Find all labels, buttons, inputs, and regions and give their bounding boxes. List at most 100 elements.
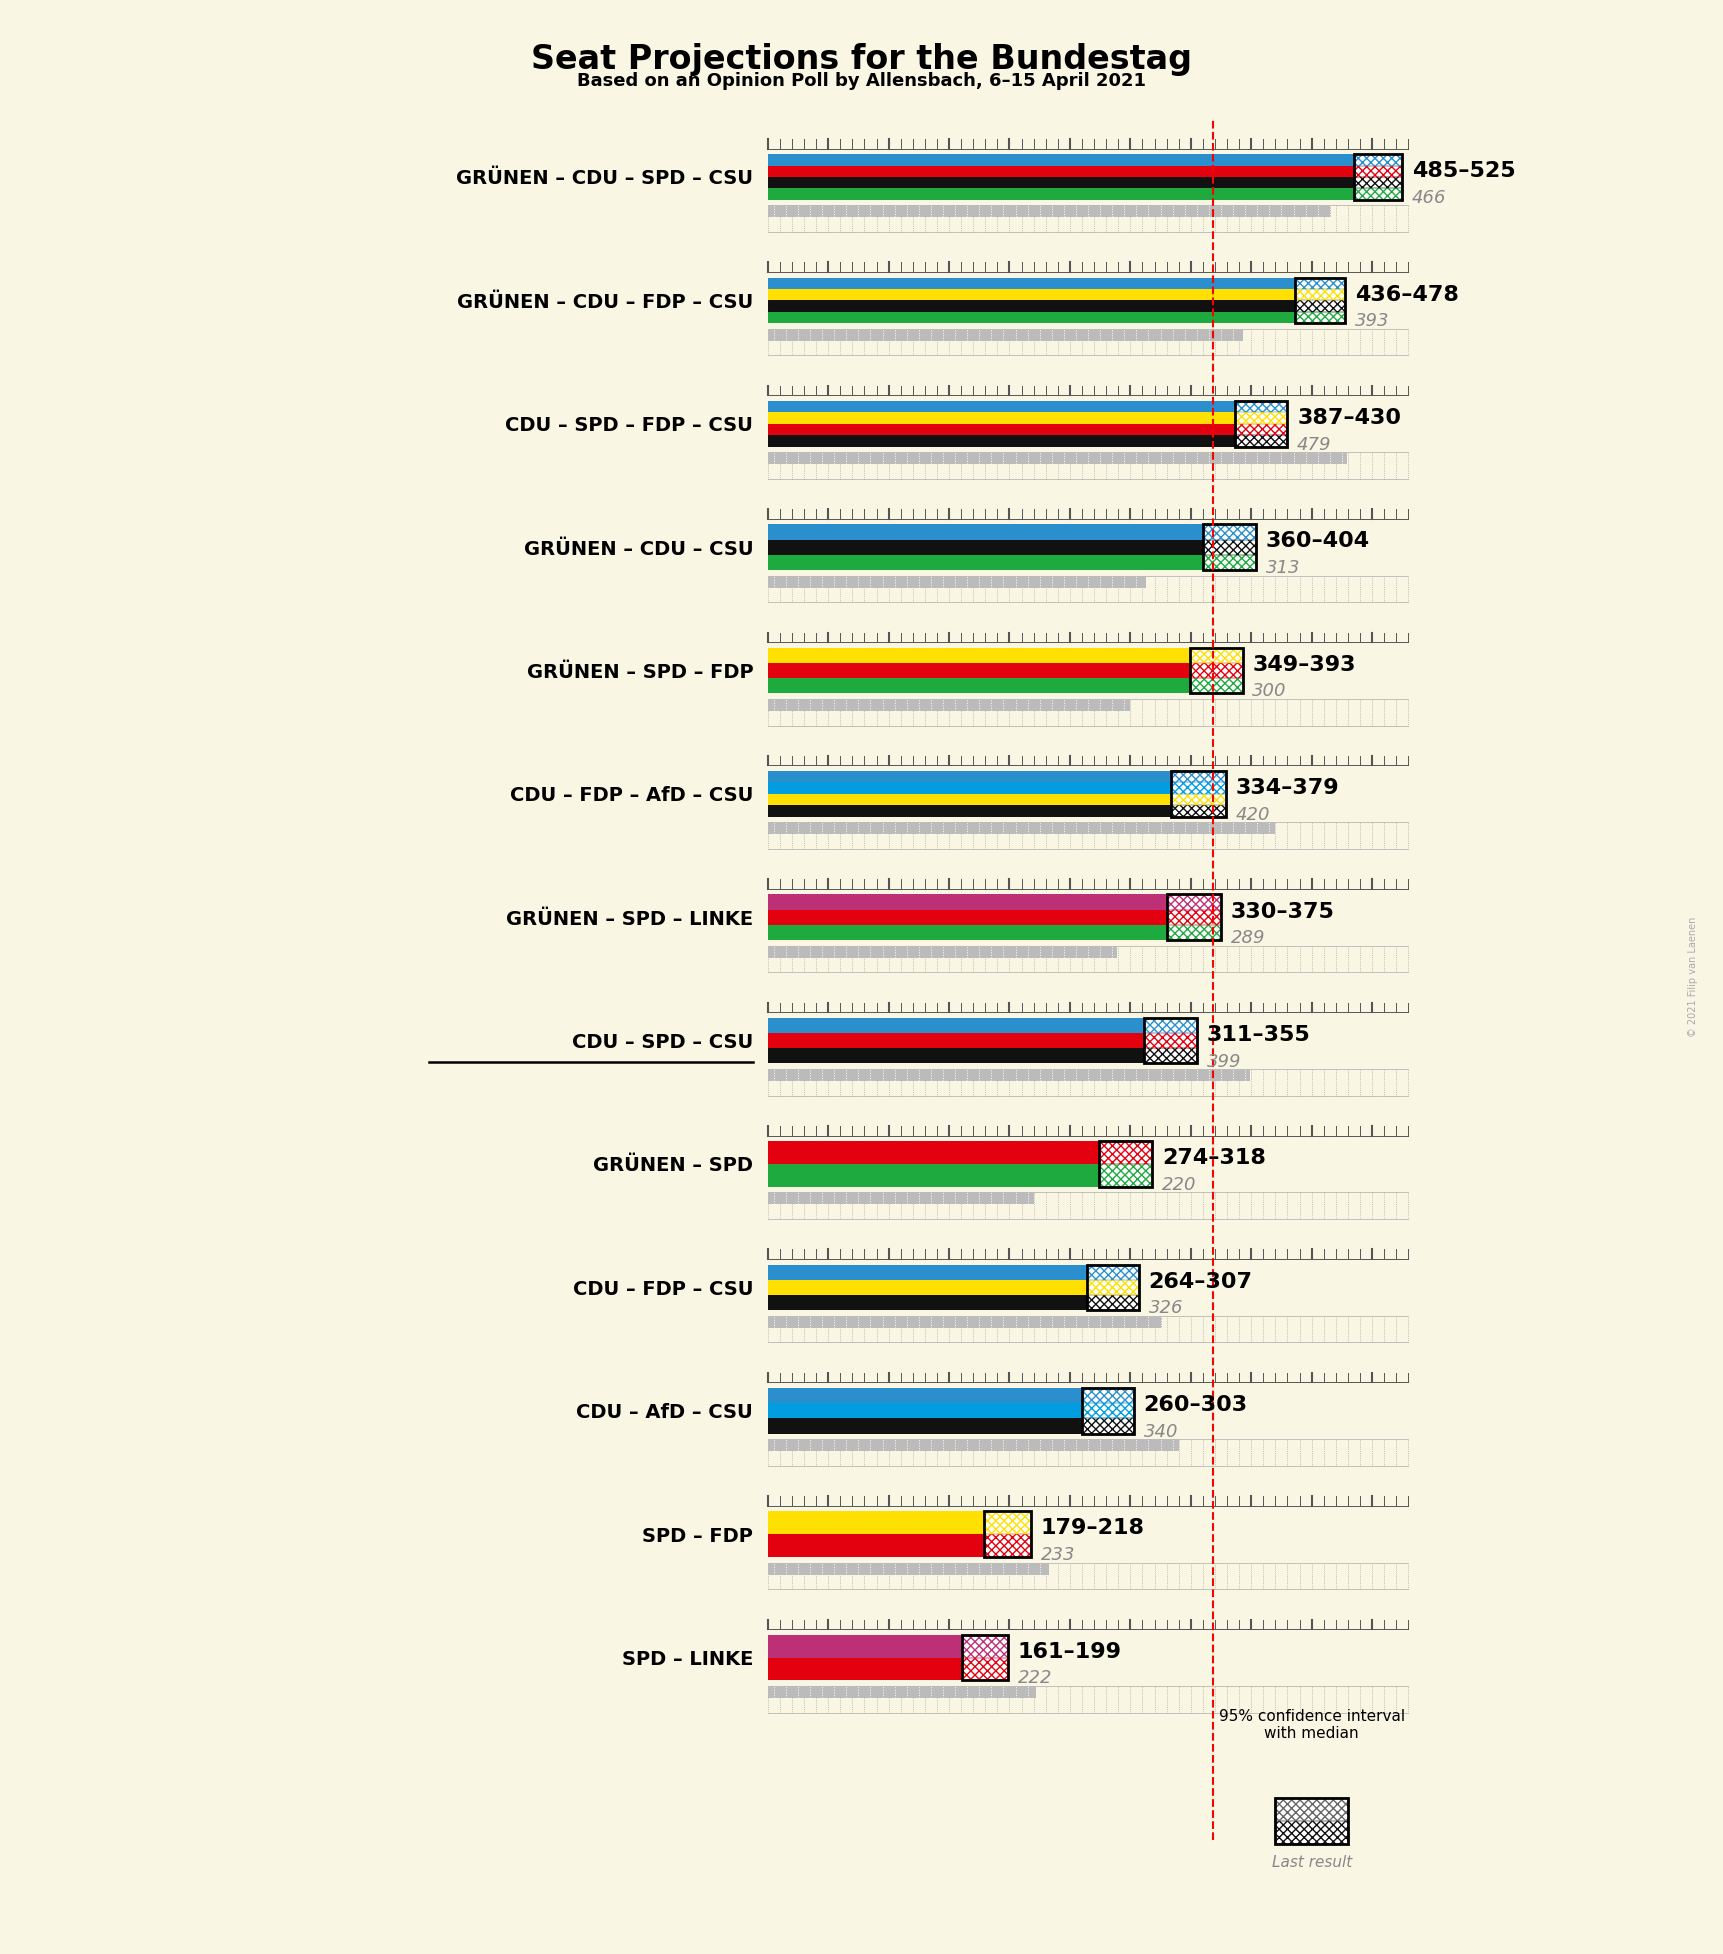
Bar xyxy=(1082,1387,1134,1403)
Bar xyxy=(1085,1296,1139,1311)
Bar xyxy=(1082,1419,1134,1434)
Text: 300: 300 xyxy=(1251,682,1285,700)
Text: 399: 399 xyxy=(1206,1053,1241,1071)
Bar xyxy=(767,436,1235,447)
Bar xyxy=(961,1635,1008,1657)
Bar xyxy=(767,205,1408,233)
Bar xyxy=(1235,401,1287,447)
Text: GRÜNEN – CDU – SPD – CSU: GRÜNEN – CDU – SPD – CSU xyxy=(457,170,753,188)
Bar xyxy=(1203,555,1256,571)
Bar xyxy=(767,1165,1098,1186)
Bar xyxy=(767,289,1294,301)
Bar xyxy=(767,451,1346,465)
Bar xyxy=(1353,188,1401,199)
Bar xyxy=(1142,1034,1196,1047)
Text: 479: 479 xyxy=(1296,436,1330,453)
Text: GRÜNEN – SPD – FDP: GRÜNEN – SPD – FDP xyxy=(526,662,753,682)
Bar xyxy=(767,823,1275,834)
Bar xyxy=(1353,154,1401,166)
Bar xyxy=(1085,1296,1139,1311)
Bar xyxy=(1353,154,1401,199)
Text: 264–307: 264–307 xyxy=(1148,1272,1251,1292)
Bar xyxy=(1142,1018,1196,1063)
Bar xyxy=(767,166,1353,178)
Bar xyxy=(767,539,1203,555)
Bar xyxy=(1235,412,1287,424)
Text: GRÜNEN – SPD – LINKE: GRÜNEN – SPD – LINKE xyxy=(507,911,753,928)
Bar xyxy=(1353,188,1401,199)
Text: Based on an Opinion Poll by Allensbach, 6–15 April 2021: Based on an Opinion Poll by Allensbach, … xyxy=(577,72,1146,90)
Bar xyxy=(767,1440,1408,1466)
Bar xyxy=(961,1635,1008,1680)
Text: 222: 222 xyxy=(1017,1669,1051,1688)
Bar xyxy=(767,401,1235,412)
Bar xyxy=(1203,555,1256,571)
Bar xyxy=(767,1047,1142,1063)
Bar xyxy=(984,1510,1030,1534)
Bar xyxy=(767,895,1166,911)
Bar xyxy=(1082,1419,1134,1434)
Bar xyxy=(1166,895,1220,940)
Bar xyxy=(1098,1165,1151,1186)
Bar xyxy=(767,313,1294,322)
Text: 387–430: 387–430 xyxy=(1296,408,1401,428)
Bar xyxy=(1353,178,1401,188)
Bar xyxy=(767,1563,1408,1589)
Bar xyxy=(767,1315,1161,1329)
Bar xyxy=(1235,424,1287,436)
Bar xyxy=(767,911,1166,924)
Bar xyxy=(1203,524,1256,539)
Bar xyxy=(767,782,1170,793)
Bar xyxy=(1294,289,1344,301)
Bar xyxy=(1275,1798,1347,1821)
Bar xyxy=(1166,911,1220,924)
Bar xyxy=(767,700,1408,725)
Bar xyxy=(1294,277,1344,322)
Bar xyxy=(767,946,1408,973)
Bar xyxy=(767,576,1146,588)
Bar xyxy=(1142,1018,1196,1034)
Text: 334–379: 334–379 xyxy=(1235,778,1339,797)
Text: 466: 466 xyxy=(1411,190,1446,207)
Bar xyxy=(767,1657,961,1680)
Bar xyxy=(1189,678,1242,694)
Bar xyxy=(767,1419,1082,1434)
Bar xyxy=(767,1034,1142,1047)
Text: 326: 326 xyxy=(1148,1299,1182,1317)
Bar xyxy=(1166,895,1220,911)
Bar xyxy=(1353,178,1401,188)
Bar xyxy=(767,1510,984,1534)
Bar xyxy=(1235,401,1287,412)
Bar xyxy=(1294,277,1344,289)
Bar xyxy=(767,1440,1179,1452)
Bar xyxy=(961,1657,1008,1680)
Bar xyxy=(1085,1264,1139,1311)
Text: Seat Projections for the Bundestag: Seat Projections for the Bundestag xyxy=(531,43,1192,76)
Bar xyxy=(1294,313,1344,322)
Bar xyxy=(1142,1047,1196,1063)
Text: CDU – SPD – CSU: CDU – SPD – CSU xyxy=(572,1034,753,1051)
Text: 436–478: 436–478 xyxy=(1354,285,1458,305)
Bar xyxy=(767,301,1294,313)
Bar xyxy=(1189,647,1242,694)
Bar xyxy=(1203,524,1256,539)
Bar xyxy=(1170,805,1225,817)
Bar xyxy=(767,1069,1249,1081)
Bar xyxy=(767,1192,1034,1204)
Bar xyxy=(1170,782,1225,793)
Bar xyxy=(1085,1264,1139,1280)
Bar xyxy=(767,1280,1085,1296)
Bar xyxy=(1170,793,1225,805)
Text: 289: 289 xyxy=(1230,930,1265,948)
Bar xyxy=(767,1686,1036,1698)
Bar xyxy=(1085,1280,1139,1296)
Bar xyxy=(767,1534,984,1557)
Text: GRÜNEN – SPD: GRÜNEN – SPD xyxy=(593,1157,753,1176)
Bar xyxy=(1353,166,1401,178)
Bar xyxy=(961,1635,1008,1657)
Bar xyxy=(767,1141,1098,1165)
Bar xyxy=(767,946,1117,957)
Bar xyxy=(984,1510,1030,1534)
Bar xyxy=(1082,1403,1134,1419)
Bar xyxy=(767,1315,1408,1342)
